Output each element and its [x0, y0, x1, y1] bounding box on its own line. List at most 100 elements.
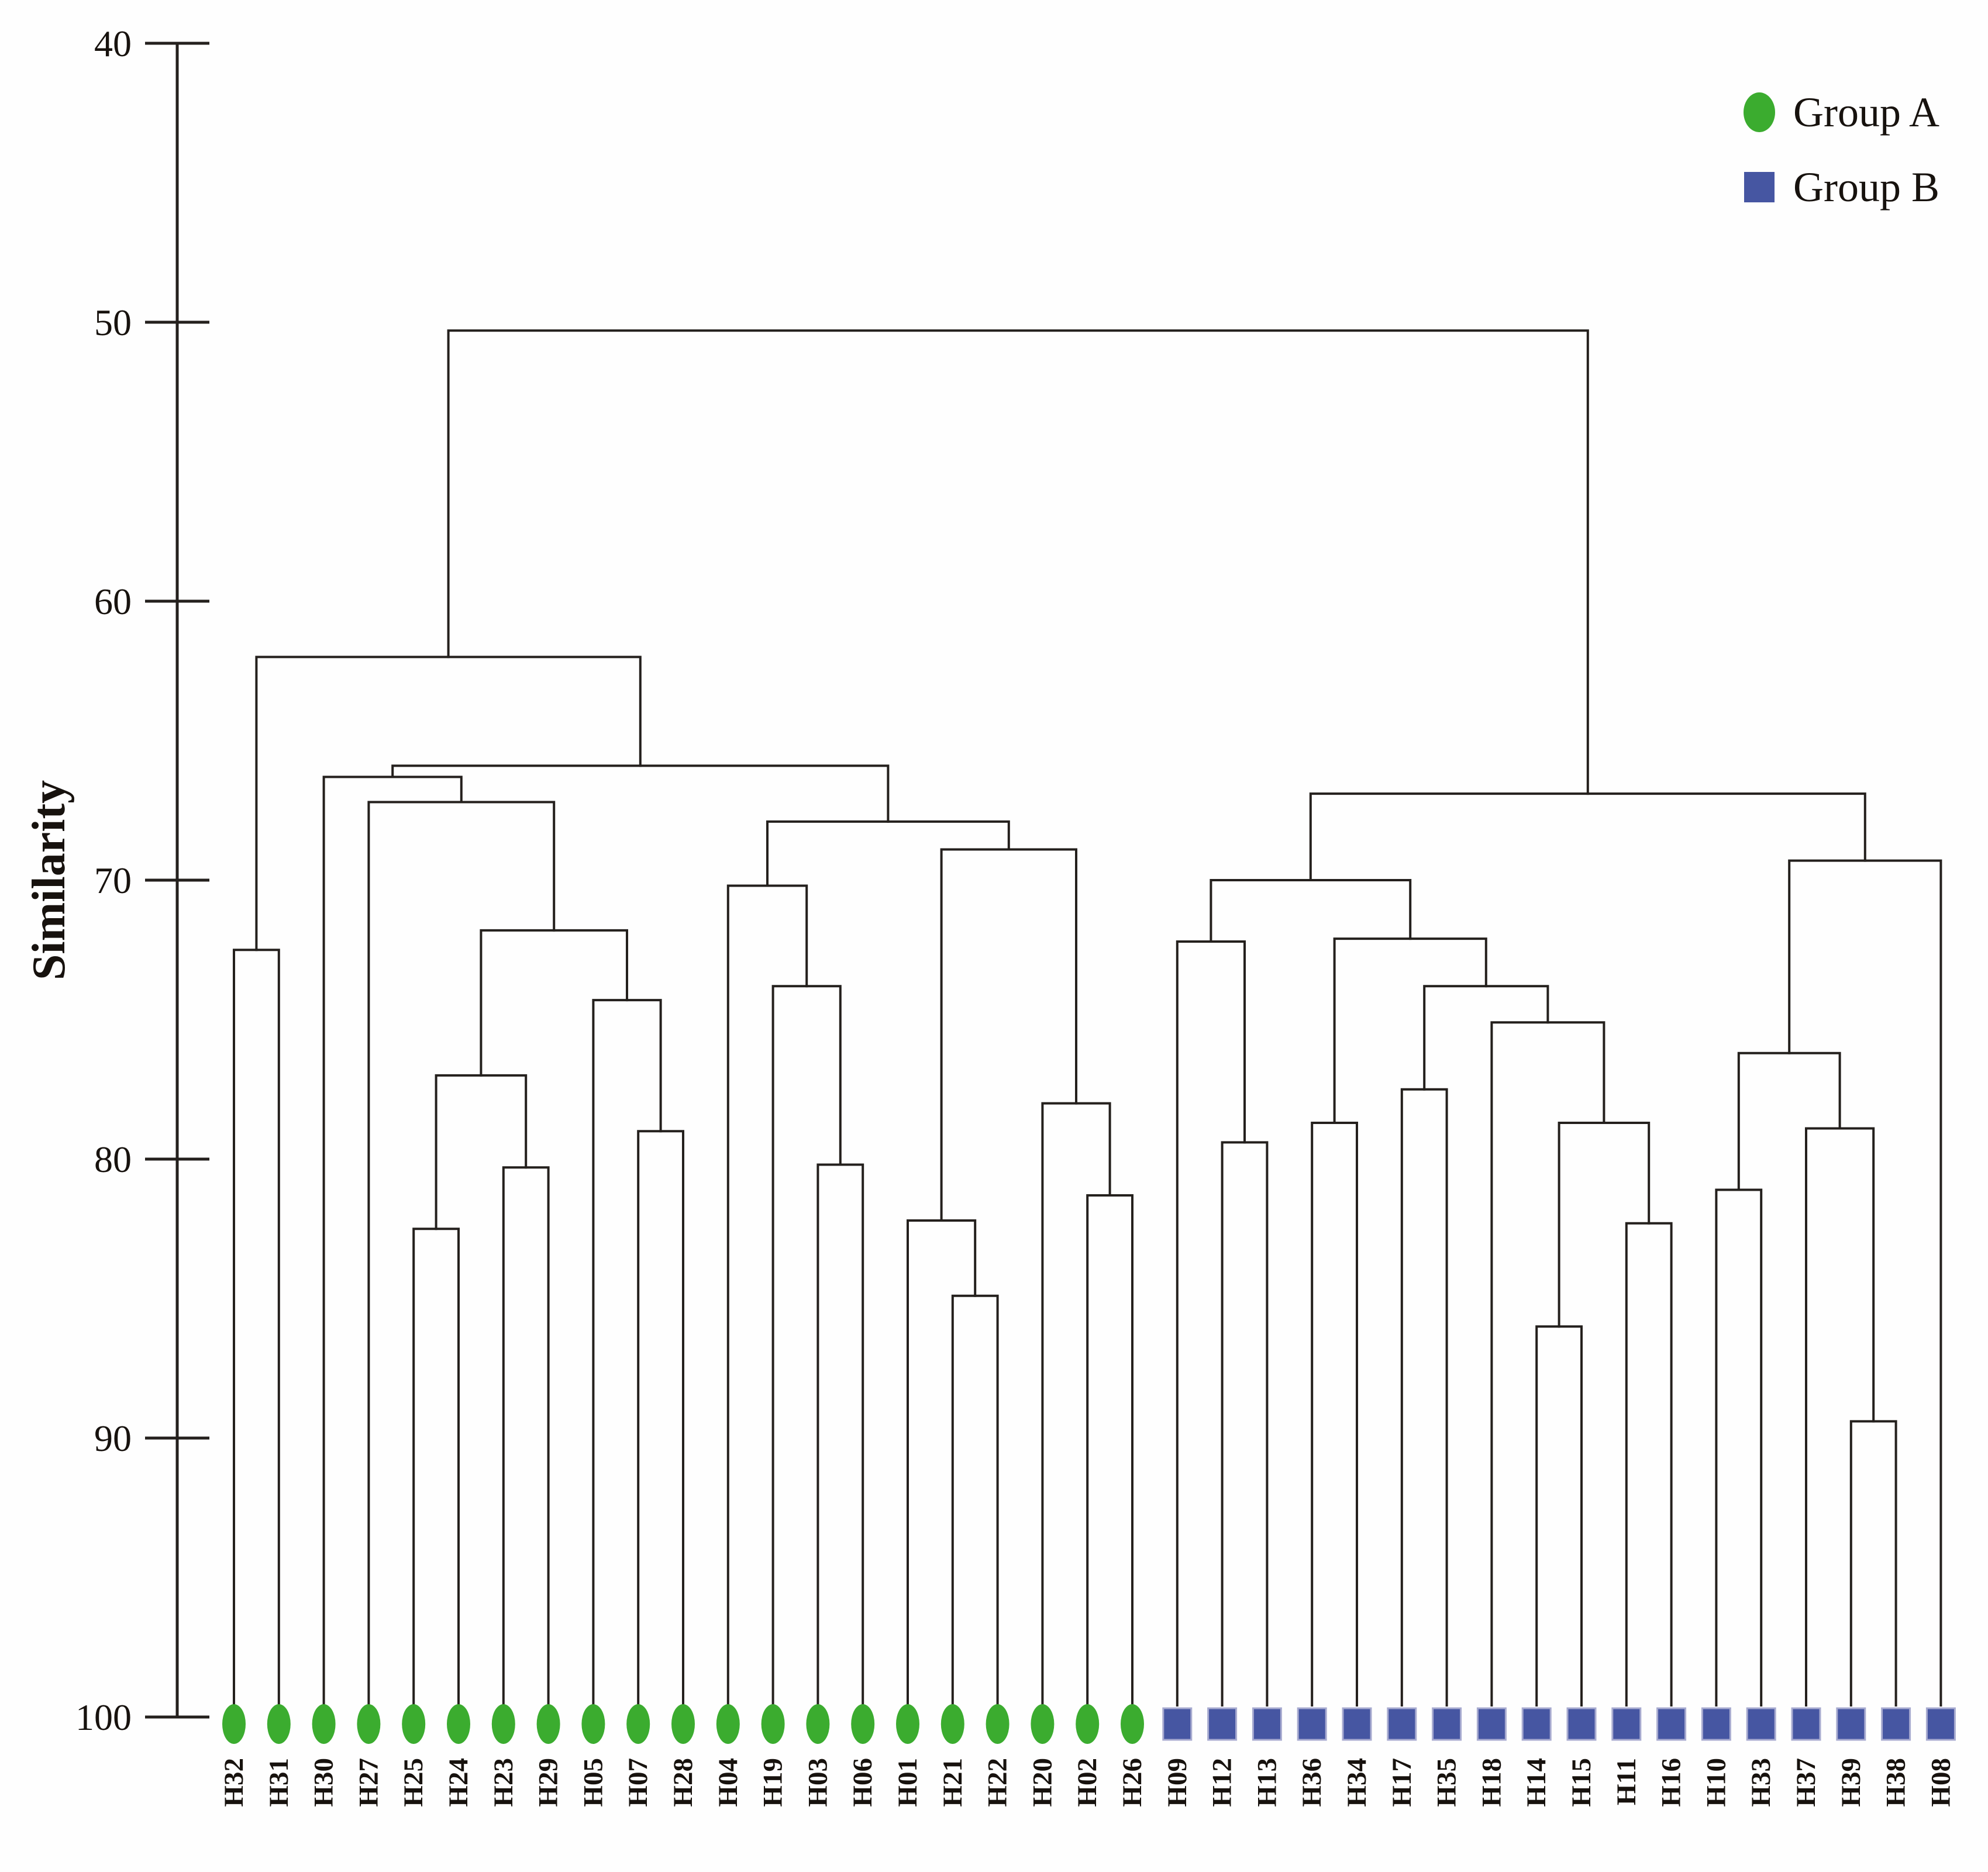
group-b-leaf-marker — [1387, 1707, 1417, 1741]
dendrogram-link — [951, 1294, 999, 1706]
leaf-label: H38 — [1881, 1758, 1911, 1807]
y-tick-label: 60 — [94, 581, 132, 622]
group-b-leaf-marker — [1925, 1707, 1956, 1741]
group-a-leaf-marker — [716, 1704, 740, 1744]
group-a-leaf-marker — [671, 1704, 695, 1744]
leaf-label: H04 — [713, 1758, 743, 1807]
leaf-label: H33 — [1746, 1758, 1776, 1807]
dendrogram-link — [726, 884, 808, 1706]
dendrogram-link — [1625, 1222, 1673, 1706]
group-b-leaf-marker — [1566, 1707, 1597, 1741]
dendrogram-link — [1737, 1052, 1841, 1191]
legend-group-b-icon — [1744, 172, 1775, 202]
group-a-leaf-marker — [312, 1704, 336, 1744]
group-a-leaf-marker — [806, 1704, 830, 1744]
group-b-leaf-marker — [1297, 1707, 1327, 1741]
leaf-label: H35 — [1432, 1758, 1462, 1807]
leaf-label: H12 — [1207, 1758, 1238, 1807]
dendrogram-link — [1715, 1188, 1763, 1706]
group-b-leaf-marker — [1252, 1707, 1282, 1741]
group-a-leaf-marker — [581, 1704, 605, 1744]
dendrogram-link — [1423, 985, 1549, 1091]
leaf-label: H20 — [1027, 1758, 1057, 1807]
y-tick-label: 50 — [94, 302, 132, 343]
leaf-label: H29 — [533, 1758, 564, 1807]
group-b-leaf-marker — [1521, 1707, 1552, 1741]
leaf-label: H27 — [353, 1758, 384, 1807]
group-a-leaf-marker — [536, 1704, 560, 1744]
leaf-label: H28 — [668, 1758, 698, 1807]
leaf-label: H18 — [1476, 1758, 1507, 1807]
group-a-leaf-marker — [896, 1704, 919, 1744]
group-b-leaf-marker — [1836, 1707, 1866, 1741]
leaf-label: H25 — [398, 1758, 429, 1807]
group-a-leaf-marker — [447, 1704, 470, 1744]
dendrogram-link — [1176, 940, 1246, 1706]
leaf-label: H08 — [1925, 1758, 1956, 1807]
dendrogram-link — [1849, 1420, 1897, 1706]
leaf-label: H24 — [443, 1758, 474, 1807]
group-b-leaf-marker — [1432, 1707, 1462, 1741]
dendrogram-link — [1210, 879, 1412, 943]
dendrogram-link — [435, 1074, 528, 1230]
dendrogram-link — [907, 1219, 977, 1706]
dendrogram-link — [322, 775, 463, 1706]
dendrogram-link — [1041, 1102, 1111, 1706]
group-b-leaf-marker — [1656, 1707, 1687, 1741]
leaf-label: H03 — [802, 1758, 833, 1807]
leaf-label: H37 — [1791, 1758, 1821, 1807]
y-tick-label: 90 — [94, 1418, 132, 1459]
group-a-leaf-marker — [222, 1704, 246, 1744]
group-a-leaf-marker — [1076, 1704, 1100, 1744]
leaf-label: H31 — [264, 1758, 294, 1807]
dendrogram-link — [502, 1166, 550, 1706]
leaf-label: H09 — [1162, 1758, 1193, 1807]
group-b-leaf-marker — [1162, 1707, 1193, 1741]
group-b-leaf-marker — [1881, 1707, 1911, 1741]
group-a-leaf-marker — [940, 1704, 964, 1744]
dendrogram-link — [447, 329, 1589, 795]
y-axis-title: Similarity — [23, 780, 75, 980]
group-a-leaf-marker — [1031, 1704, 1055, 1744]
group-b-leaf-marker — [1791, 1707, 1821, 1741]
leaf-label: H01 — [893, 1758, 923, 1807]
leaf-label: H13 — [1252, 1758, 1282, 1807]
group-b-leaf-marker — [1207, 1707, 1238, 1741]
dendrogram-link — [1788, 859, 1942, 1706]
dendrogram-link — [412, 1228, 460, 1706]
group-b-leaf-marker — [1746, 1707, 1776, 1741]
dendrogram-link — [1311, 1121, 1358, 1706]
group-b-leaf-marker — [1611, 1707, 1642, 1741]
dendrogram-link — [816, 1163, 864, 1706]
leaf-label: H07 — [623, 1758, 653, 1807]
leaf-label: H26 — [1117, 1758, 1148, 1807]
legend-group-a-icon — [1744, 92, 1775, 132]
dendrogram-link — [255, 656, 642, 951]
dendrogram-link — [771, 985, 842, 1706]
group-a-leaf-marker — [402, 1704, 426, 1744]
leaf-label: H36 — [1297, 1758, 1327, 1807]
dendrogram-link — [592, 999, 662, 1706]
group-b-leaf-marker — [1342, 1707, 1372, 1741]
leaf-label: H16 — [1656, 1758, 1687, 1807]
leaf-label: H11 — [1611, 1758, 1642, 1805]
dendrogram-link — [367, 801, 556, 1706]
group-b-leaf-marker — [1701, 1707, 1731, 1741]
leaf-label: H23 — [488, 1758, 519, 1807]
group-a-leaf-marker — [986, 1704, 1009, 1744]
leaf-label: H19 — [758, 1758, 788, 1807]
dendrogram-link — [1309, 792, 1866, 881]
dendrogram-link — [1805, 1127, 1875, 1706]
dendrogram-link — [637, 1130, 684, 1706]
leaf-label: H22 — [983, 1758, 1013, 1807]
dendrogram-link — [940, 848, 1077, 1222]
group-a-leaf-marker — [626, 1704, 650, 1744]
leaf-label: H32 — [219, 1758, 249, 1807]
leaf-label: H39 — [1836, 1758, 1866, 1807]
leaf-label: H21 — [938, 1758, 968, 1807]
dendrogram-link — [391, 764, 890, 823]
leaf-label: H05 — [578, 1758, 608, 1807]
group-a-leaf-marker — [267, 1704, 291, 1744]
y-tick-label: 80 — [94, 1139, 132, 1180]
